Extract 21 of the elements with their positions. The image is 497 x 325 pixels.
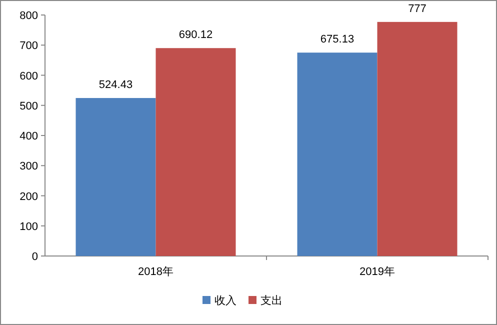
- y-tick-label: 300: [20, 160, 38, 173]
- bar: [377, 22, 458, 256]
- y-tick-label: 200: [20, 190, 38, 203]
- legend-label: 收入: [214, 294, 236, 307]
- data-label: 777: [408, 2, 426, 15]
- data-label: 524.43: [98, 79, 133, 92]
- y-tick-label: 500: [20, 100, 38, 112]
- y-tick-label: 800: [20, 10, 38, 22]
- x-tick-label: 2018年: [138, 266, 174, 278]
- y-tick-label: 400: [20, 130, 38, 142]
- y-tick-label: 100: [20, 220, 38, 233]
- y-tick-label: 600: [20, 70, 38, 82]
- data-label: 675.13: [320, 34, 354, 46]
- y-tick-label: 700: [20, 40, 38, 52]
- legend-label: 支出: [260, 294, 282, 307]
- bar: [76, 98, 156, 256]
- x-tick-label: 2019年: [360, 266, 395, 278]
- bar: [156, 48, 236, 256]
- bar: [297, 52, 378, 256]
- data-label: 690.12: [178, 29, 213, 42]
- y-tick-label: 0: [32, 251, 38, 263]
